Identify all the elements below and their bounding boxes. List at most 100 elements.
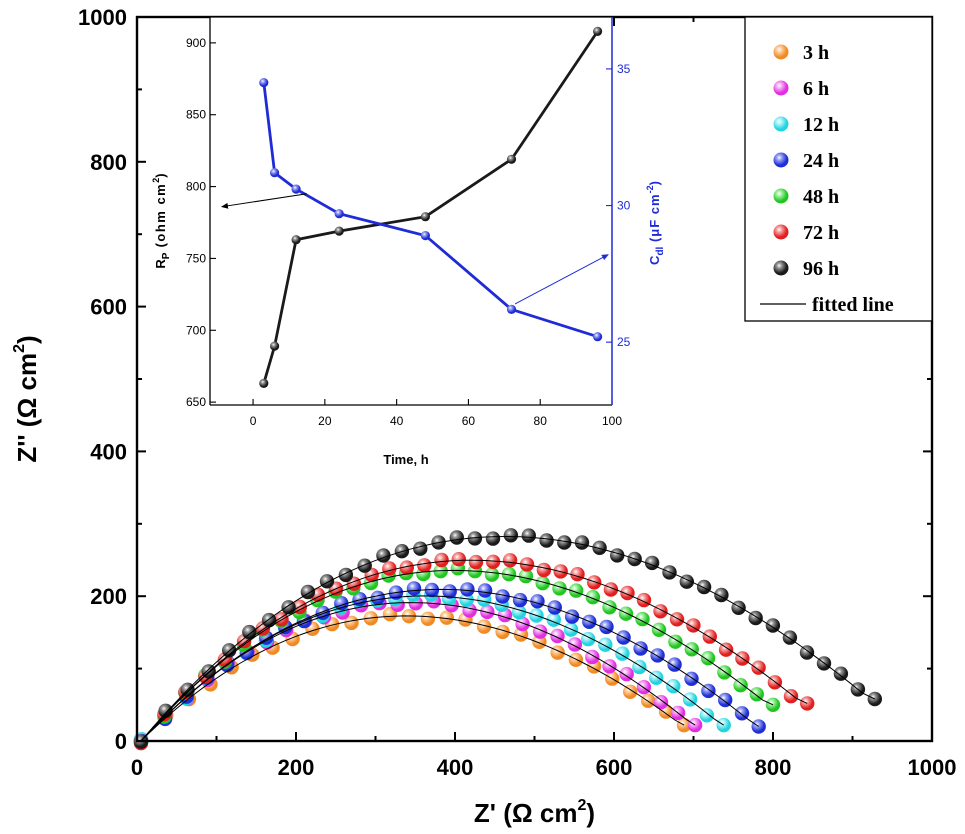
inset-left-axis-label: RP (ohm cm2) (151, 173, 172, 268)
legend-label: 3 h (803, 42, 829, 64)
data-point (539, 533, 554, 548)
legend-marker (773, 116, 789, 132)
data-point (751, 660, 766, 675)
data-point (552, 581, 567, 596)
data-point (449, 530, 464, 545)
inset-x-tick-label: 40 (390, 414, 404, 428)
data-point (623, 684, 638, 699)
x-tick-label: 1000 (908, 755, 957, 780)
data-point (666, 679, 681, 694)
inset-series-Cdl (259, 78, 603, 342)
data-point (717, 665, 732, 680)
inset-data-point (593, 26, 603, 36)
inset-x-tick-label: 60 (462, 414, 476, 428)
fitted-line (140, 569, 774, 742)
inset-data-point (259, 78, 269, 88)
x-axis-label: Z' (Ω cm2) (474, 797, 595, 828)
fitted-line (140, 615, 685, 742)
y-tick-label: 800 (90, 150, 127, 175)
inset-right-axis-label: Cdl (μF cm-2) (645, 181, 666, 265)
data-point (833, 666, 849, 681)
data-point (502, 553, 518, 568)
inset-right-label-rest: (μF cm (647, 193, 662, 246)
inset-data-point (259, 378, 269, 388)
data-point (592, 540, 607, 555)
inset-data-point (506, 154, 517, 164)
data-point (619, 666, 634, 682)
inset-left-label-text: R (153, 259, 168, 269)
legend-label: 96 h (803, 258, 839, 280)
data-point (515, 616, 530, 632)
data-point (536, 562, 552, 578)
data-point (495, 589, 510, 604)
data-point (485, 531, 501, 546)
legend-fit-label: fitted line (812, 294, 894, 316)
data-point (442, 584, 457, 599)
y-axis-label-sup: 2 (11, 344, 28, 353)
data-point (420, 611, 436, 626)
data-point (439, 610, 454, 625)
data-point (718, 642, 734, 657)
inset-x-axis-label: Time, h (383, 452, 428, 467)
data-point (468, 554, 484, 570)
fitted-line (140, 588, 759, 742)
data-point (799, 645, 815, 660)
data-point (636, 592, 652, 608)
data-point (547, 600, 562, 615)
inset-data-point (334, 226, 344, 236)
data-point (567, 637, 583, 652)
fitted-line (140, 559, 808, 742)
data-point (512, 592, 528, 608)
data-point (406, 581, 422, 596)
inset-left-tick-label: 800 (186, 180, 206, 194)
x-tick-label: 200 (278, 755, 315, 780)
data-point (557, 535, 572, 550)
data-point (610, 548, 625, 563)
y-axis-label: Z'' (Ω cm2) (11, 335, 42, 462)
inset-data-point (270, 168, 280, 178)
data-point (733, 678, 748, 693)
data-point (434, 552, 449, 568)
inset-right-tick-label: 35 (617, 62, 631, 76)
data-point (568, 652, 584, 667)
inset-data-point (334, 209, 344, 219)
legend-label: 48 h (803, 186, 839, 208)
y-tick-label: 600 (90, 295, 127, 320)
x-tick-label: 800 (755, 755, 792, 780)
data-point (459, 592, 474, 607)
data-point (570, 567, 585, 582)
data-point (382, 561, 397, 576)
data-point (653, 695, 669, 710)
inset-data-point (593, 332, 603, 342)
data-point (574, 535, 590, 550)
inset-x-tick-label: 80 (534, 414, 548, 428)
data-point (618, 606, 634, 621)
data-point (352, 592, 367, 607)
data-point (485, 554, 501, 569)
data-point (484, 567, 500, 582)
data-point (521, 528, 536, 543)
inset-left-tick-label: 900 (186, 36, 206, 50)
inset-right-tick-label: 25 (617, 335, 631, 349)
data-point (518, 568, 534, 584)
data-point (602, 659, 617, 674)
legend-label: 6 h (803, 78, 829, 100)
data-point (598, 637, 613, 652)
y-tick-label: 0 (115, 729, 127, 754)
data-point (476, 619, 492, 634)
inset-left-label-sup: 2 (151, 178, 161, 183)
data-point (700, 651, 716, 666)
inset-right-label-text: C (647, 255, 662, 265)
inset-data-point (506, 304, 517, 314)
inset-left-label-rest: (ohm cm (153, 183, 168, 253)
inset-left-label-end: ) (153, 173, 168, 177)
inset-data-point (291, 184, 301, 194)
fitted-line (140, 535, 876, 742)
data-point (569, 583, 584, 598)
inset-right-tick-label: 30 (617, 199, 631, 213)
data-point (460, 582, 475, 597)
inset-x-tick-label: 100 (602, 414, 622, 428)
inset-data-point (420, 231, 430, 241)
inset-left-tick-label: 850 (186, 108, 206, 122)
